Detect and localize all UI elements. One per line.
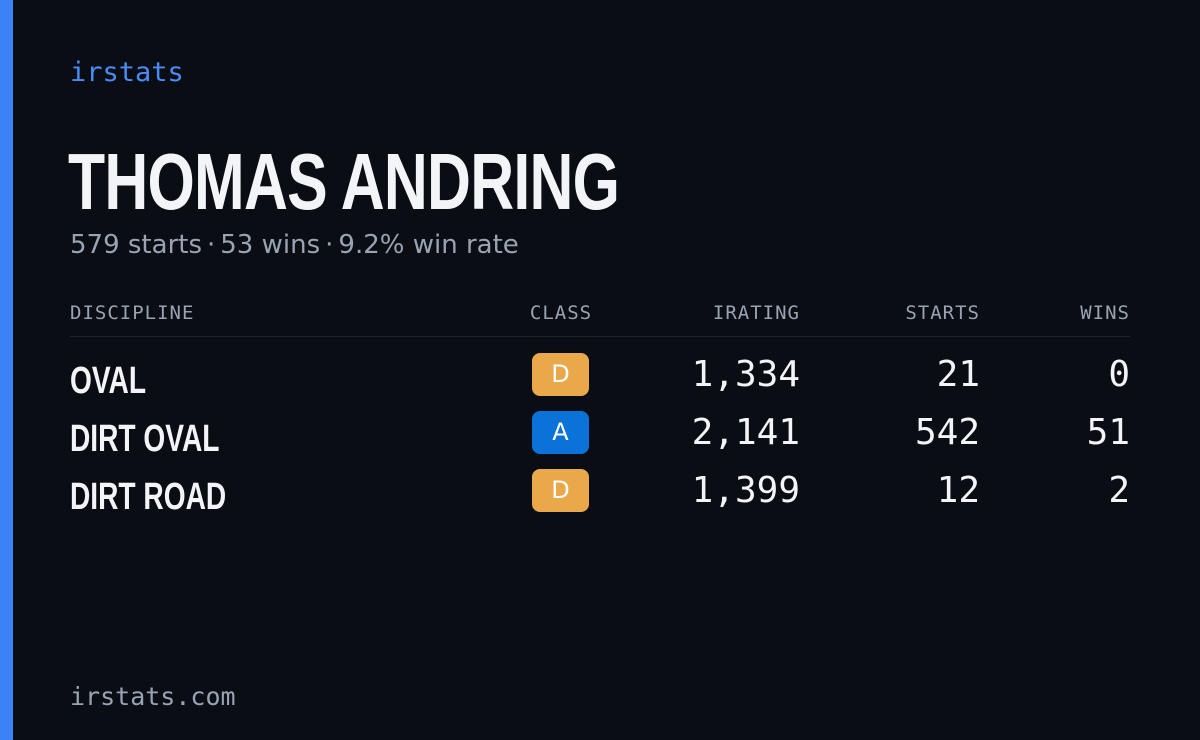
footer-site-link[interactable]: irstats.com — [70, 682, 236, 711]
table-body: OVAL D 1,334 21 0 DIRT OVAL A 2,141 542 … — [70, 351, 1130, 525]
driver-summary: 579 starts · 53 wins · 9.2% win rate — [70, 228, 519, 262]
irating-value: 1,399 — [691, 470, 800, 511]
header-wins: WINS — [1080, 302, 1130, 324]
driver-name: THOMAS ANDRING — [68, 137, 620, 226]
license-class-badge: D — [532, 353, 589, 396]
license-class-badge: A — [532, 411, 589, 454]
summary-starts: 579 starts — [70, 230, 202, 260]
irating-value: 1,334 — [691, 354, 800, 395]
wins-value: 2 — [1108, 470, 1130, 511]
brand-logo: irstats — [70, 57, 184, 88]
header-class: CLASS — [529, 302, 593, 324]
stats-table: DISCIPLINE CLASS IRATING STARTS WINS OVA… — [70, 298, 1130, 525]
wins-value: 0 — [1108, 354, 1130, 395]
header-irating: IRATING — [712, 302, 800, 324]
license-class-badge: D — [532, 469, 589, 512]
summary-wins: 53 wins — [220, 230, 321, 260]
summary-win-rate: 9.2% win rate — [338, 230, 519, 260]
table-header: DISCIPLINE CLASS IRATING STARTS WINS — [70, 298, 1130, 337]
discipline-name: DIRT ROAD — [70, 476, 227, 518]
table-row: OVAL D 1,334 21 0 — [70, 351, 1130, 409]
starts-value: 12 — [936, 470, 980, 511]
starts-value: 542 — [914, 412, 980, 453]
irating-value: 2,141 — [691, 412, 800, 453]
table-row: DIRT ROAD D 1,399 12 2 — [70, 467, 1130, 525]
wins-value: 51 — [1086, 412, 1130, 453]
accent-bar — [0, 0, 13, 740]
header-starts: STARTS — [905, 302, 980, 324]
discipline-name: DIRT OVAL — [70, 418, 220, 460]
header-discipline: DISCIPLINE — [70, 302, 195, 324]
summary-separator: · — [325, 230, 334, 260]
starts-value: 21 — [936, 354, 980, 395]
discipline-name: OVAL — [70, 360, 147, 402]
summary-separator: · — [207, 230, 216, 260]
table-row: DIRT OVAL A 2,141 542 51 — [70, 409, 1130, 467]
